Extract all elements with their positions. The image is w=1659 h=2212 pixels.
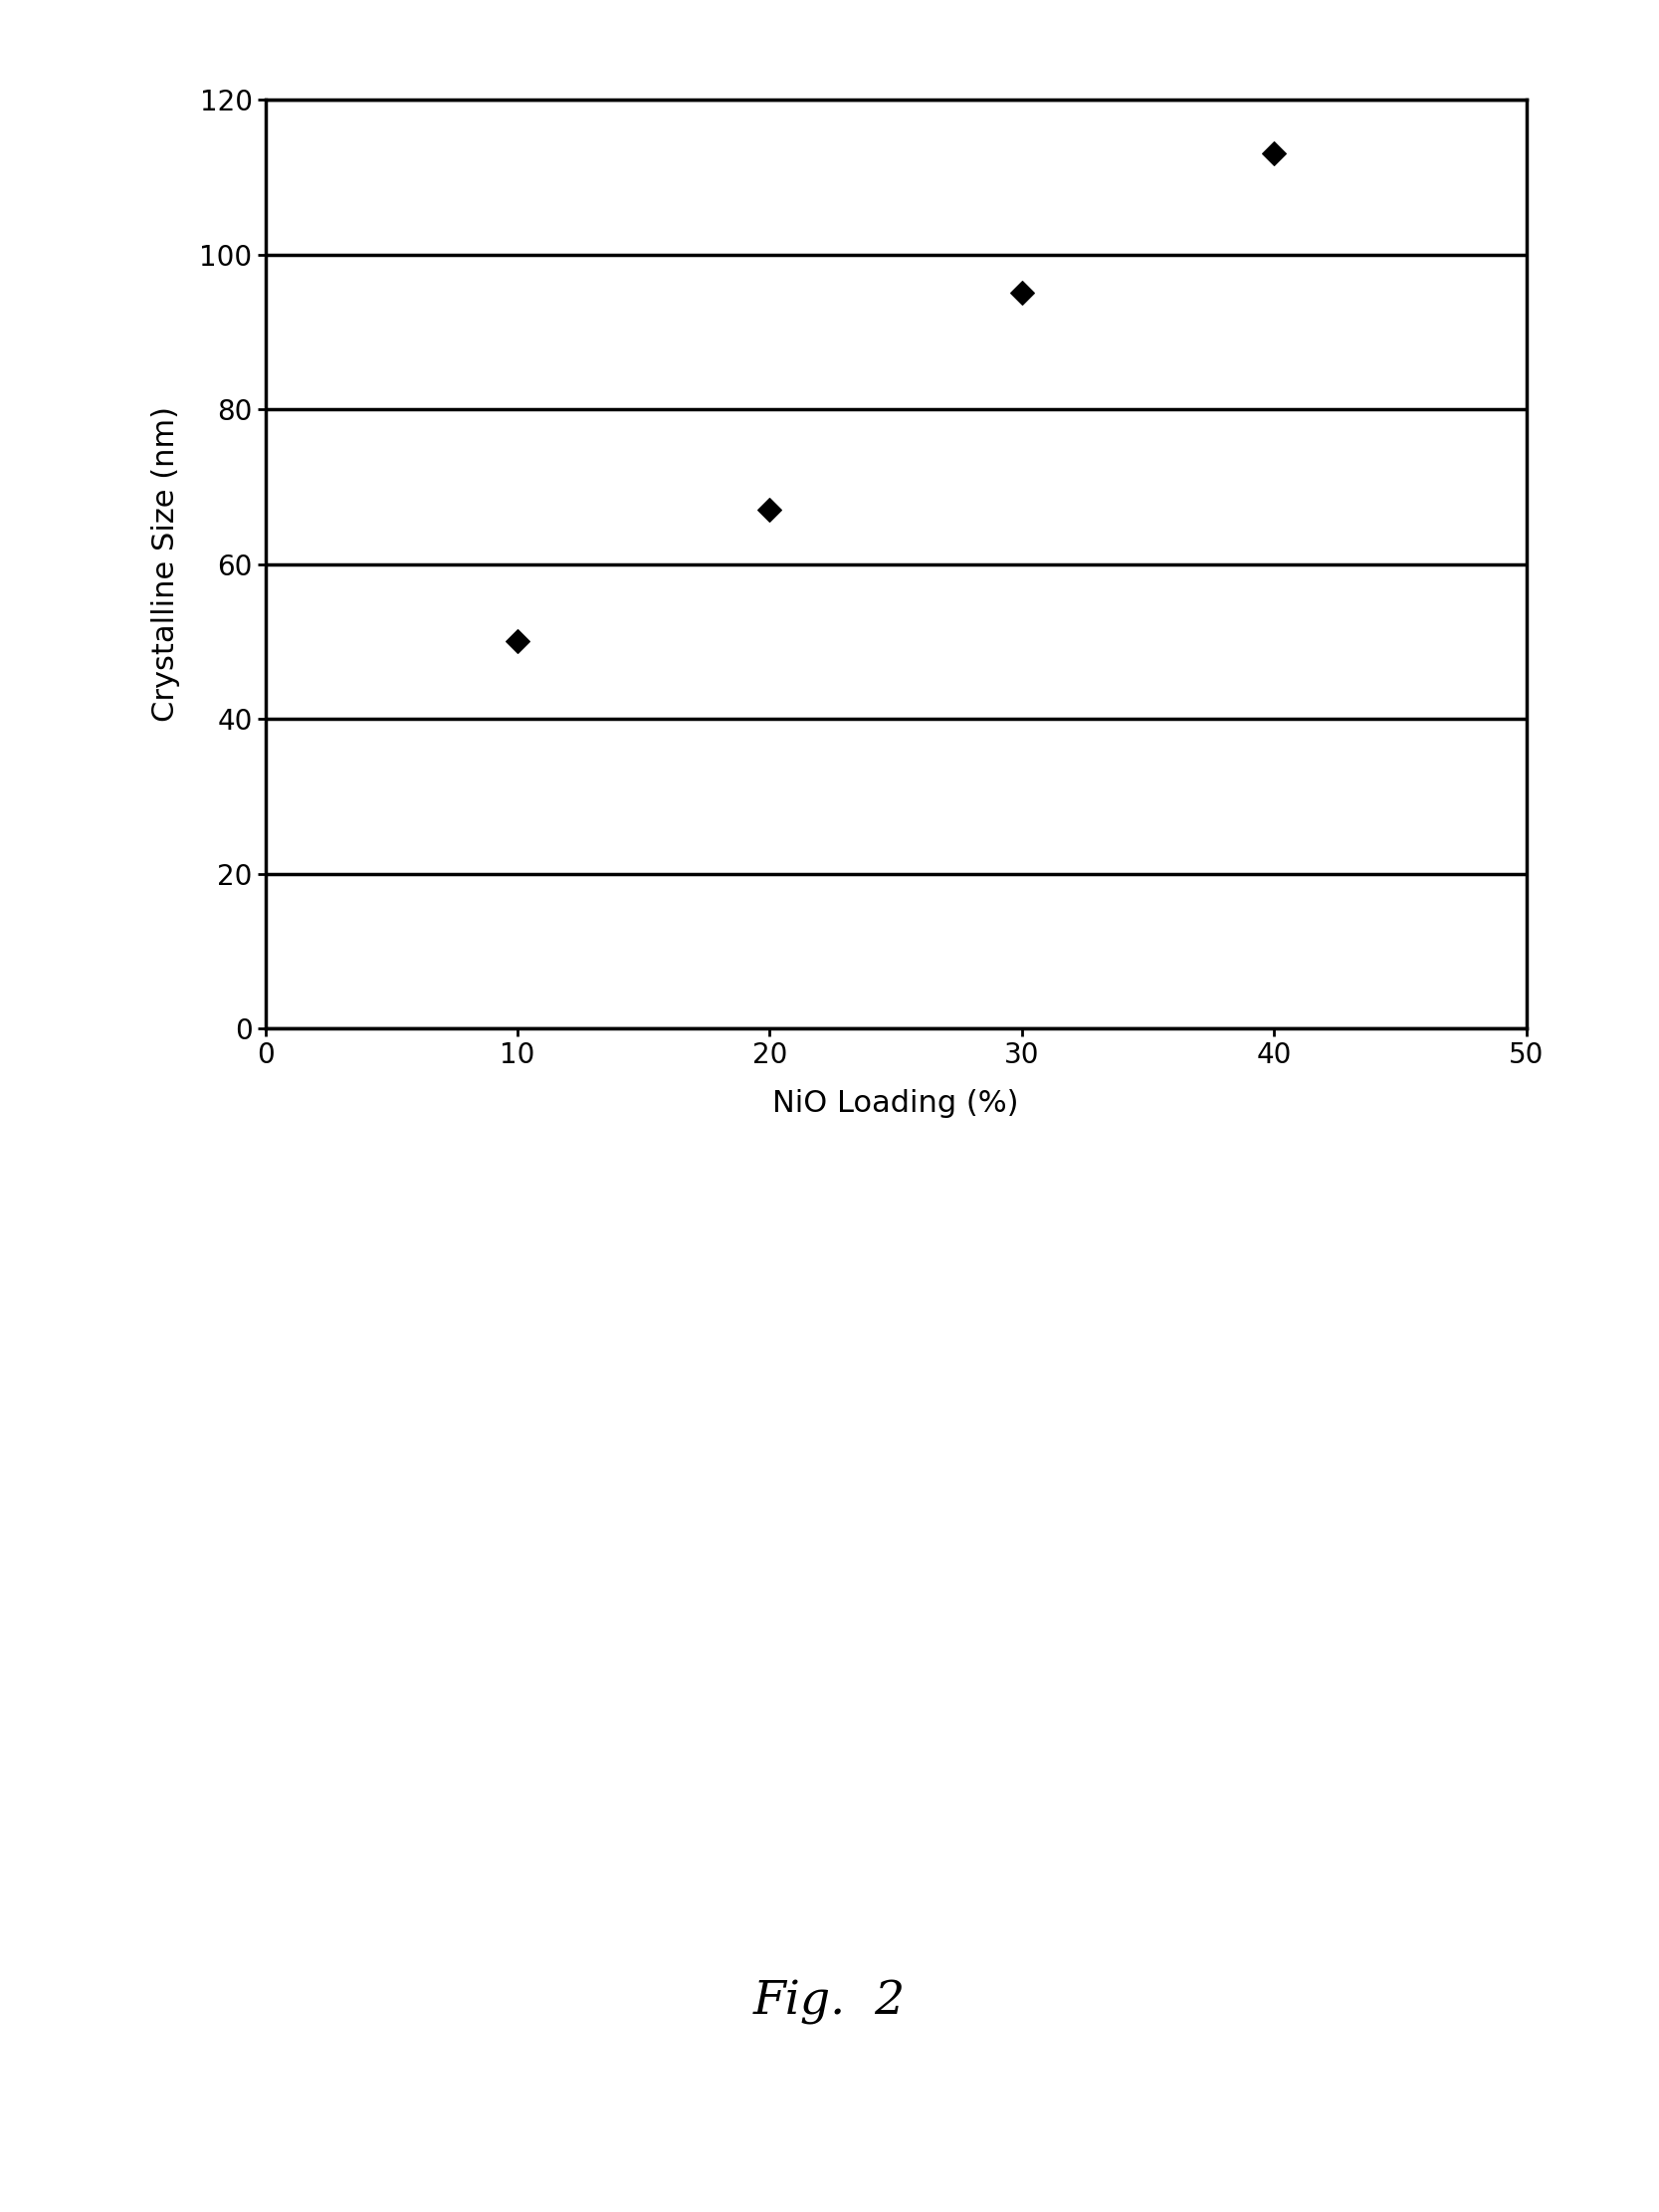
X-axis label: NiO Loading (%): NiO Loading (%) xyxy=(773,1088,1019,1117)
Text: Fig.  2: Fig. 2 xyxy=(753,1980,906,2024)
Point xyxy=(1009,276,1035,312)
Y-axis label: Crystalline Size (nm): Crystalline Size (nm) xyxy=(151,407,181,721)
Point xyxy=(1261,135,1287,170)
Point xyxy=(504,624,531,659)
Point xyxy=(757,491,783,526)
